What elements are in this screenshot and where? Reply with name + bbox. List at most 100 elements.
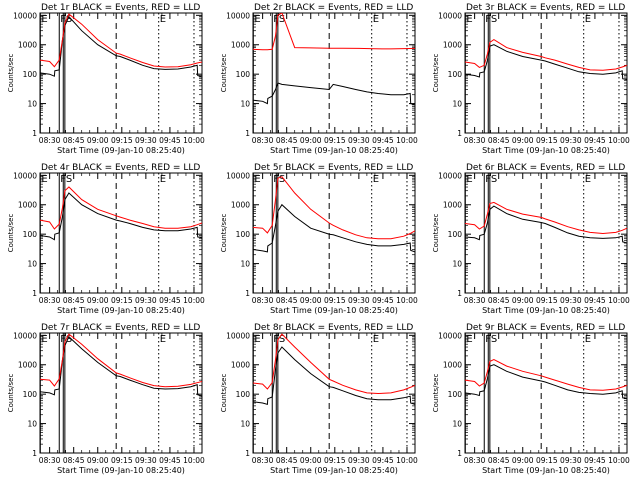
marker-label: E xyxy=(160,334,166,345)
series-events-black xyxy=(40,335,202,397)
y-tick-label: 1000 xyxy=(231,201,250,210)
series-events-black xyxy=(465,364,627,400)
y-tick-label: 10 xyxy=(240,100,250,109)
y-tick-label: 10000 xyxy=(13,331,37,340)
x-tick-label: 08:30 xyxy=(464,296,486,305)
x-tick-label: 09:30 xyxy=(135,456,157,465)
marker-label: S xyxy=(279,334,285,345)
marker-label: S xyxy=(66,334,72,345)
x-tick-label: 08:30 xyxy=(39,296,61,305)
y-tick-label: 1 xyxy=(32,449,37,458)
x-tick-label: 09:45 xyxy=(159,136,181,145)
x-tick-label: 09:15 xyxy=(324,456,346,465)
panel-det-8: Det 8r BLACK = Events, RED = LLD 1 10 100 10… xyxy=(220,323,418,475)
marker-label: E xyxy=(373,334,379,345)
marker-label: E xyxy=(585,174,591,185)
x-axis-label: Start Time (09-Jan-10 08:25:40) xyxy=(57,306,185,315)
series-lld-red xyxy=(465,39,627,71)
x-tick-label: 09:30 xyxy=(348,296,370,305)
series-lld-red xyxy=(465,201,627,235)
y-tick-label: 1000 xyxy=(443,201,462,210)
y-tick-label: 1 xyxy=(457,449,462,458)
y-axis-label: Counts/sec xyxy=(432,214,440,253)
x-tick-label: 08:45 xyxy=(488,296,510,305)
x-tick-label: 08:45 xyxy=(63,296,85,305)
x-axis-label: Start Time (09-Jan-10 08:25:40) xyxy=(57,146,185,155)
series-events-black xyxy=(253,346,415,406)
plot-frame xyxy=(39,172,203,294)
x-tick-label: 09:00 xyxy=(87,136,109,145)
x-tick-label: 10:00 xyxy=(608,456,630,465)
x-tick-label: 08:45 xyxy=(276,296,298,305)
y-tick-label: 100 xyxy=(236,390,251,399)
x-tick-label: 09:45 xyxy=(584,456,606,465)
marker-label: E xyxy=(41,334,47,345)
x-tick-label: 09:45 xyxy=(372,136,394,145)
x-tick-label: 09:30 xyxy=(560,136,582,145)
x-tick-label: 09:00 xyxy=(512,136,534,145)
series-events-black xyxy=(40,15,202,78)
y-tick-label: 10 xyxy=(452,420,462,429)
x-tick-label: 10:00 xyxy=(396,136,418,145)
panel-det-5: Det 5r BLACK = Events, RED = LLD 1 10 100 10… xyxy=(220,163,418,315)
y-axis-label: Counts/sec xyxy=(220,374,228,413)
series-lld-red xyxy=(40,13,202,68)
y-tick-label: 1000 xyxy=(18,201,37,210)
marker-label: S xyxy=(279,174,285,185)
x-tick-label: 09:45 xyxy=(159,456,181,465)
y-tick-label: 100 xyxy=(23,390,38,399)
x-tick-label: 09:30 xyxy=(560,456,582,465)
x-tick-label: 10:00 xyxy=(396,296,418,305)
x-tick-label: 08:30 xyxy=(39,456,61,465)
y-tick-label: 100 xyxy=(23,70,38,79)
x-tick-label: 09:15 xyxy=(111,296,133,305)
x-axis-label: Start Time (09-Jan-10 08:25:40) xyxy=(482,146,610,155)
series-events-black xyxy=(465,44,627,81)
panel-title: Det 2r BLACK = Events, RED = LLD xyxy=(254,3,413,13)
y-tick-label: 1 xyxy=(457,129,462,138)
y-tick-label: 1000 xyxy=(443,361,462,370)
x-tick-label: 09:15 xyxy=(324,296,346,305)
marker-label: E xyxy=(585,14,591,25)
x-tick-label: 08:30 xyxy=(252,456,274,465)
y-axis-label: Counts/sec xyxy=(432,54,440,93)
y-tick-label: 1000 xyxy=(443,41,462,50)
x-tick-label: 08:45 xyxy=(488,456,510,465)
y-axis-label: Counts/sec xyxy=(432,374,440,413)
y-axis-label: Counts/sec xyxy=(7,54,15,93)
y-tick-label: 100 xyxy=(236,70,251,79)
marker-label: E xyxy=(160,174,166,185)
y-tick-label: 100 xyxy=(448,390,463,399)
x-axis-label: Start Time (09-Jan-10 08:25:40) xyxy=(270,146,398,155)
x-tick-label: 09:30 xyxy=(560,296,582,305)
marker-label: E xyxy=(373,14,379,25)
series-events-black xyxy=(253,82,415,106)
y-tick-label: 100 xyxy=(448,70,463,79)
y-axis-label: Counts/sec xyxy=(220,214,228,253)
panel-title: Det 5r BLACK = Events, RED = LLD xyxy=(254,163,413,173)
y-tick-label: 10 xyxy=(27,260,37,269)
x-tick-label: 08:45 xyxy=(63,456,85,465)
y-tick-label: 10 xyxy=(452,260,462,269)
panel-title: Det 9r BLACK = Events, RED = LLD xyxy=(466,323,625,333)
y-tick-label: 1000 xyxy=(231,361,250,370)
x-tick-label: 09:00 xyxy=(300,456,322,465)
x-tick-label: 08:30 xyxy=(252,136,274,145)
marker-label: E xyxy=(466,334,472,345)
x-tick-label: 09:30 xyxy=(348,136,370,145)
marker-label: S xyxy=(491,14,497,25)
series-lld-red xyxy=(253,333,415,395)
x-tick-label: 09:30 xyxy=(135,296,157,305)
y-tick-label: 10 xyxy=(27,100,37,109)
x-tick-label: 09:15 xyxy=(324,136,346,145)
marker-label: S xyxy=(66,14,72,25)
marker-label: E xyxy=(466,14,472,25)
x-tick-label: 09:45 xyxy=(584,296,606,305)
panel-title: Det 6r BLACK = Events, RED = LLD xyxy=(466,163,625,173)
y-axis-label: Counts/sec xyxy=(7,214,15,253)
panel-det-1: Det 1r BLACK = Events, RED = LLD 1 10 100 10… xyxy=(7,3,205,155)
series-events-black xyxy=(40,192,202,241)
plot-frame xyxy=(464,12,628,134)
x-tick-label: 10:00 xyxy=(183,136,205,145)
y-tick-label: 10 xyxy=(240,260,250,269)
